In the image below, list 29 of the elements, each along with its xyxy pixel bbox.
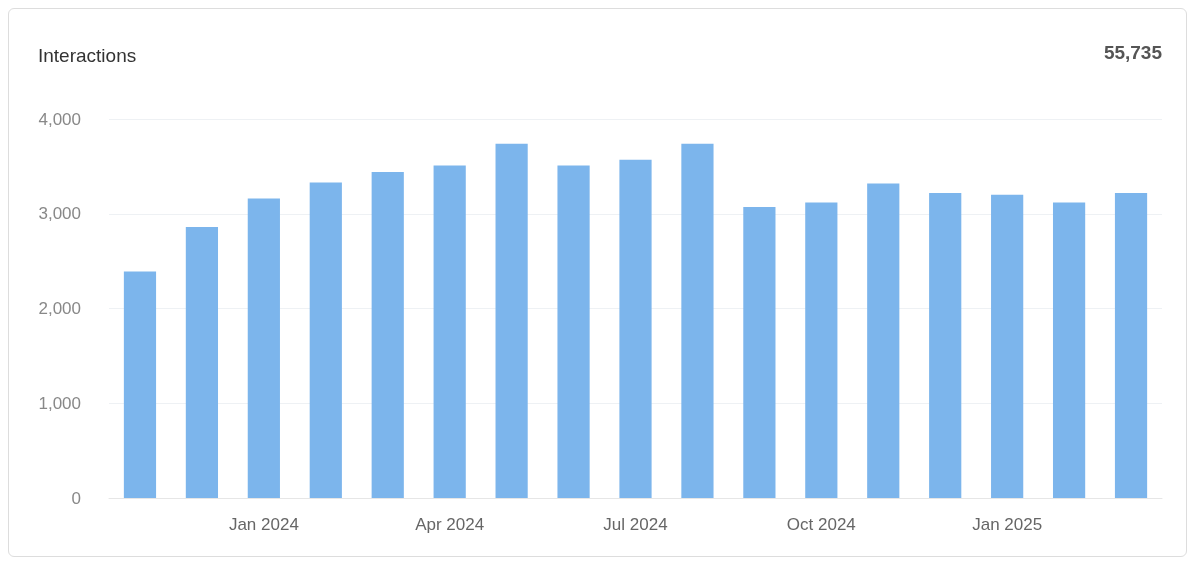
bar [123,271,157,498]
text: 55,735 [1103,42,1163,63]
bar [805,202,838,498]
bar [991,194,1024,498]
bar [557,165,590,498]
bar [681,143,714,498]
bar [929,192,962,498]
x-tick-label: Jan 2025 [972,515,1043,534]
x-tick-label: Oct 2024 [786,515,856,534]
chart-title: Interactions [38,45,137,66]
bar [495,143,528,498]
bar [1114,192,1148,498]
bar [743,207,776,498]
y-tick-label: 0 [71,488,81,508]
y-tick-label: 4,000 [38,109,81,129]
bar [185,227,219,498]
bar [247,198,280,498]
y-tick-label: 2,000 [38,299,81,318]
x-tick-label: Apr 2024 [415,515,485,534]
bar [619,159,652,498]
bar [433,165,466,498]
x-tick-label: Jan 2024 [228,515,299,534]
y-tick-label: 3,000 [38,204,81,224]
bar [371,172,404,498]
bar [1052,202,1086,498]
bar [867,183,900,498]
bar [309,182,342,498]
x-tick-label: Jul 2024 [603,515,668,534]
y-tick-label: 1,000 [38,393,81,413]
